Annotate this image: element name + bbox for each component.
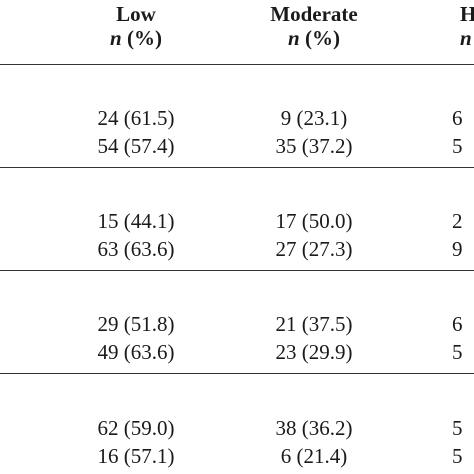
- cell-g3-r2-low: 49 (63.6): [97, 340, 175, 364]
- cell-g1-r2-high: 5: [452, 134, 463, 158]
- column-header-low: Low n (%): [88, 2, 184, 50]
- column-header-moderate-label: Moderate: [270, 2, 358, 26]
- column-header-high: H n: [460, 2, 474, 50]
- column-header-high-label: H: [460, 2, 474, 26]
- cell-g3-r2-high: 5: [452, 340, 463, 364]
- cell-g2-r1-low: 15 (44.1): [97, 209, 175, 233]
- column-header-moderate-subheader: n (%): [252, 26, 376, 50]
- column-header-high-subheader: n: [460, 26, 474, 50]
- cell-g4-r1-low: 62 (59.0): [97, 416, 175, 440]
- cell-g1-r1-moderate: 9 (23.1): [280, 106, 348, 130]
- group-rule-2: [0, 270, 474, 271]
- cell-g2-r2-high: 9: [452, 237, 463, 261]
- column-header-moderate: Moderate n (%): [252, 2, 376, 50]
- cell-g2-r2-moderate: 27 (27.3): [275, 237, 353, 261]
- cell-g4-r1-moderate: 38 (36.2): [275, 416, 353, 440]
- cell-g3-r1-high: 6: [452, 312, 463, 336]
- cell-g2-r1-moderate: 17 (50.0): [275, 209, 353, 233]
- cell-g3-r2-moderate: 23 (29.9): [275, 340, 353, 364]
- cell-g4-r2-moderate: 6 (21.4): [280, 444, 348, 468]
- cell-g4-r2-low: 16 (57.1): [97, 444, 175, 468]
- column-header-low-subheader: n (%): [88, 26, 184, 50]
- cell-g1-r1-high: 6: [452, 106, 463, 130]
- column-header-low-label: Low: [116, 2, 156, 26]
- column-header-low-n: n: [110, 26, 122, 50]
- cell-g1-r2-moderate: 35 (37.2): [275, 134, 353, 158]
- column-header-low-pct: (%): [121, 26, 162, 50]
- cell-g4-r2-high: 5: [452, 444, 463, 468]
- column-header-high-n: n: [460, 26, 472, 50]
- cell-g1-r1-low: 24 (61.5): [97, 106, 175, 130]
- column-header-moderate-n: n: [288, 26, 300, 50]
- cell-g3-r1-low: 29 (51.8): [97, 312, 175, 336]
- header-rule: [0, 64, 474, 65]
- cell-g3-r1-moderate: 21 (37.5): [275, 312, 353, 336]
- group-rule-1: [0, 167, 474, 168]
- group-rule-3: [0, 373, 474, 374]
- cell-g2-r2-low: 63 (63.6): [97, 237, 175, 261]
- cell-g2-r1-high: 2: [452, 209, 463, 233]
- cell-g1-r2-low: 54 (57.4): [97, 134, 175, 158]
- cell-g4-r1-high: 5: [452, 416, 463, 440]
- column-header-moderate-pct: (%): [299, 26, 340, 50]
